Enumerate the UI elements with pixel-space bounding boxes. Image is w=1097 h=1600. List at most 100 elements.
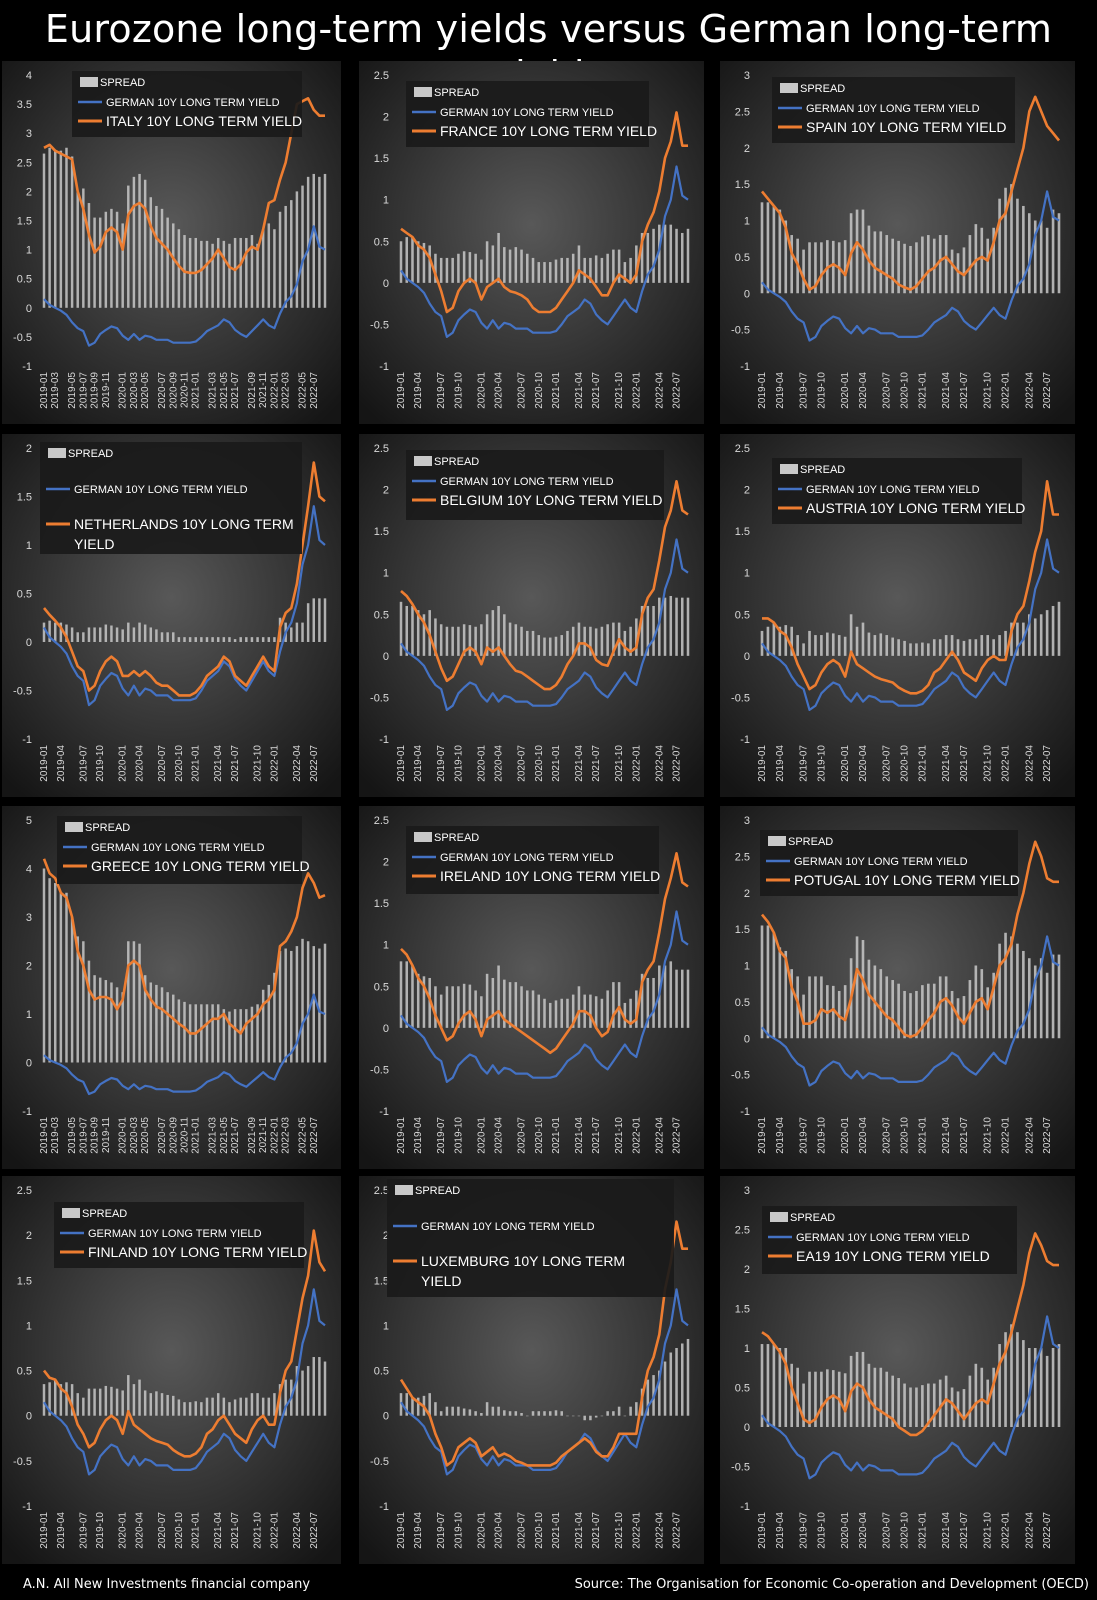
x-tick-label: 2019-04 <box>413 745 424 782</box>
spread-bar <box>149 1393 153 1416</box>
legend-spread-swatch <box>768 836 786 846</box>
y-tick-label: -1 <box>379 1106 389 1118</box>
spread-bar <box>98 627 102 642</box>
spread-bar <box>658 1370 661 1416</box>
spread-bar <box>560 635 563 656</box>
spread-bar <box>1027 614 1031 656</box>
x-tick-label: 2021-04 <box>574 1117 585 1154</box>
spread-bar <box>1016 943 1019 1039</box>
x-tick-label: 2021-04 <box>213 745 224 782</box>
spread-bar <box>216 637 220 642</box>
x-tick-label: 2019-10 <box>816 745 827 782</box>
x-tick-label: 2021-10 <box>983 1117 994 1154</box>
legend-german-label: GERMAN 10Y LONG TERM YIELD <box>806 103 980 115</box>
spread-bar <box>680 969 684 1028</box>
spread-bar <box>138 622 141 642</box>
spread-bar <box>903 990 906 1039</box>
x-tick-label: 2021-04 <box>941 372 952 409</box>
spread-bar <box>42 622 46 642</box>
x-tick-label: 2022-07 <box>672 372 683 409</box>
country-yield-line <box>42 461 326 697</box>
spread-bar <box>808 1371 811 1427</box>
spread-bar <box>814 976 817 1039</box>
spread-bar <box>675 597 678 656</box>
y-tick-label: -1 <box>379 1501 389 1513</box>
spread-bar <box>612 982 615 1028</box>
spread-bar <box>273 972 276 1063</box>
spread-bar <box>177 1399 181 1416</box>
spread-bar <box>127 941 130 1063</box>
spread-bar <box>772 205 776 294</box>
x-tick-label: 2020-07 <box>517 745 528 782</box>
spread-bar <box>104 980 108 1063</box>
spread-bar <box>897 1378 900 1427</box>
spread-bar <box>520 249 523 283</box>
spread-bar <box>166 1394 169 1416</box>
spread-bar <box>526 630 529 656</box>
spread-bar <box>820 242 823 294</box>
x-tick-label: 2019-10 <box>453 1512 464 1549</box>
legend-spread-label: SPREAD <box>800 83 845 95</box>
x-tick-label: 2021-07 <box>591 1117 602 1154</box>
spread-bar <box>188 637 192 642</box>
legend-spread-label: SPREAD <box>68 448 113 460</box>
spread-bar <box>968 980 972 1039</box>
spread-bar <box>399 241 403 283</box>
y-tick-label: 2.5 <box>374 815 389 827</box>
y-tick-label: 1 <box>383 195 389 207</box>
spread-bar <box>663 1361 667 1416</box>
spread-bar <box>669 1352 673 1416</box>
spread-bar <box>98 1388 102 1416</box>
x-tick-label: 2022-04 <box>654 1117 665 1154</box>
spread-bar <box>434 618 437 656</box>
legend-country-label: GREECE 10Y LONG TERM YIELD <box>91 858 310 874</box>
x-tick-label: 2019-11 <box>101 1117 112 1153</box>
spread-bar <box>59 892 63 1063</box>
spread-bar <box>127 185 130 308</box>
spread-bar <box>160 208 164 308</box>
spread-bar <box>885 976 889 1039</box>
spread-bar <box>814 242 817 294</box>
spread-bar <box>944 635 948 656</box>
spread-bar <box>177 999 181 1063</box>
x-tick-label: 2021-01 <box>917 1117 928 1154</box>
x-tick-label: 2019-07 <box>436 1117 447 1154</box>
spread-bar <box>503 247 506 283</box>
legend-box <box>406 450 664 520</box>
spread-bar <box>992 1367 995 1427</box>
y-tick-label: 0.5 <box>374 1366 389 1378</box>
x-tick-label: 2020-01 <box>476 1512 487 1549</box>
x-tick-label: 2020-01 <box>476 1117 487 1154</box>
spread-bar <box>1045 610 1049 656</box>
spread-bar <box>261 229 265 308</box>
spread-bar <box>956 253 960 294</box>
spread-bar <box>205 240 209 308</box>
spread-bar <box>160 987 164 1063</box>
spread-bar <box>680 232 684 283</box>
spread-bar <box>526 990 529 1028</box>
spread-bar <box>1039 1348 1043 1427</box>
spread-bar <box>1045 1355 1049 1427</box>
legend-german-label: GERMAN 10Y LONG TERM YIELD <box>440 476 614 488</box>
spread-bar <box>1057 213 1061 294</box>
spread-bar <box>127 1375 130 1416</box>
spread-bar <box>233 237 237 308</box>
spread-bar <box>1027 1348 1031 1427</box>
spread-bar <box>796 1367 799 1427</box>
spread-bar <box>760 925 764 1039</box>
x-tick-label: 2021-04 <box>941 1512 952 1549</box>
country-yield-line <box>43 96 325 275</box>
y-tick-label: 2 <box>383 485 389 497</box>
x-tick-label: 2020-10 <box>534 1117 545 1154</box>
y-tick-label: 2 <box>26 961 32 973</box>
spread-bar <box>474 990 477 1028</box>
y-tick-label: 2 <box>26 186 32 198</box>
x-tick-label: 2022-07 <box>1042 745 1053 782</box>
spread-bar <box>82 632 85 642</box>
german-yield-line <box>761 190 1060 342</box>
spread-bar <box>239 637 242 642</box>
spread-bar <box>583 1415 586 1421</box>
spread-bar <box>93 975 96 1063</box>
spread-bar <box>462 624 466 656</box>
x-tick-label: 2019-05 <box>67 372 78 409</box>
